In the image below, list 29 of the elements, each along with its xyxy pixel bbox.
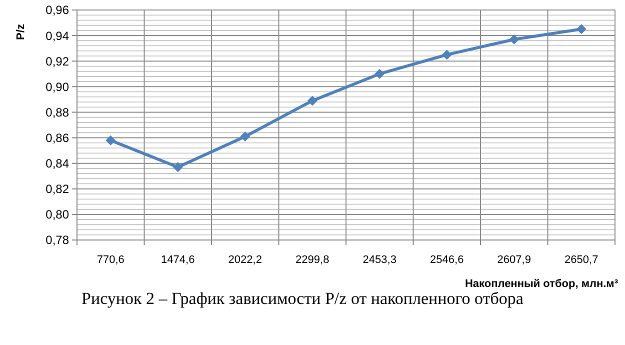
y-tick-label: 0,80 — [46, 208, 70, 222]
point — [307, 96, 318, 106]
y-tick-label: 0,88 — [46, 105, 70, 120]
y-tick-label: 0,86 — [46, 130, 70, 145]
y-axis-title: P/z — [15, 24, 27, 40]
y-tick-label: 0,90 — [46, 80, 70, 94]
x-axis-title: Накопленный отбор, млн.м³ — [464, 278, 618, 290]
x-tick-label: 2299,8 — [296, 254, 330, 266]
y-tick-label: 0,78 — [46, 233, 70, 248]
point — [172, 162, 183, 172]
x-tick-label: 2650,7 — [564, 254, 598, 266]
point — [576, 24, 586, 34]
y-tick-label: 0,92 — [46, 54, 70, 68]
x-tick-label: 2022,2 — [228, 254, 262, 266]
point — [509, 34, 520, 44]
text: Рисунок 2 – График зависимости P/z от накопленного отбора — [82, 289, 524, 308]
y-tick-label: 0,96 — [46, 3, 70, 18]
x-tick-label: 2607,9 — [497, 254, 531, 266]
point — [240, 132, 250, 142]
y-tick-label: 0,82 — [46, 182, 70, 196]
y-tick-label: 0,84 — [46, 156, 70, 171]
point — [442, 50, 452, 60]
point — [106, 135, 116, 146]
x-tick-label: 2453,3 — [362, 254, 396, 266]
point — [374, 68, 385, 79]
x-tick-label: 770,6 — [96, 254, 124, 266]
x-tick-label: 2546,6 — [430, 254, 464, 266]
x-tick-label: 1474,6 — [161, 254, 195, 266]
y-tick-label: 0,94 — [46, 28, 70, 43]
